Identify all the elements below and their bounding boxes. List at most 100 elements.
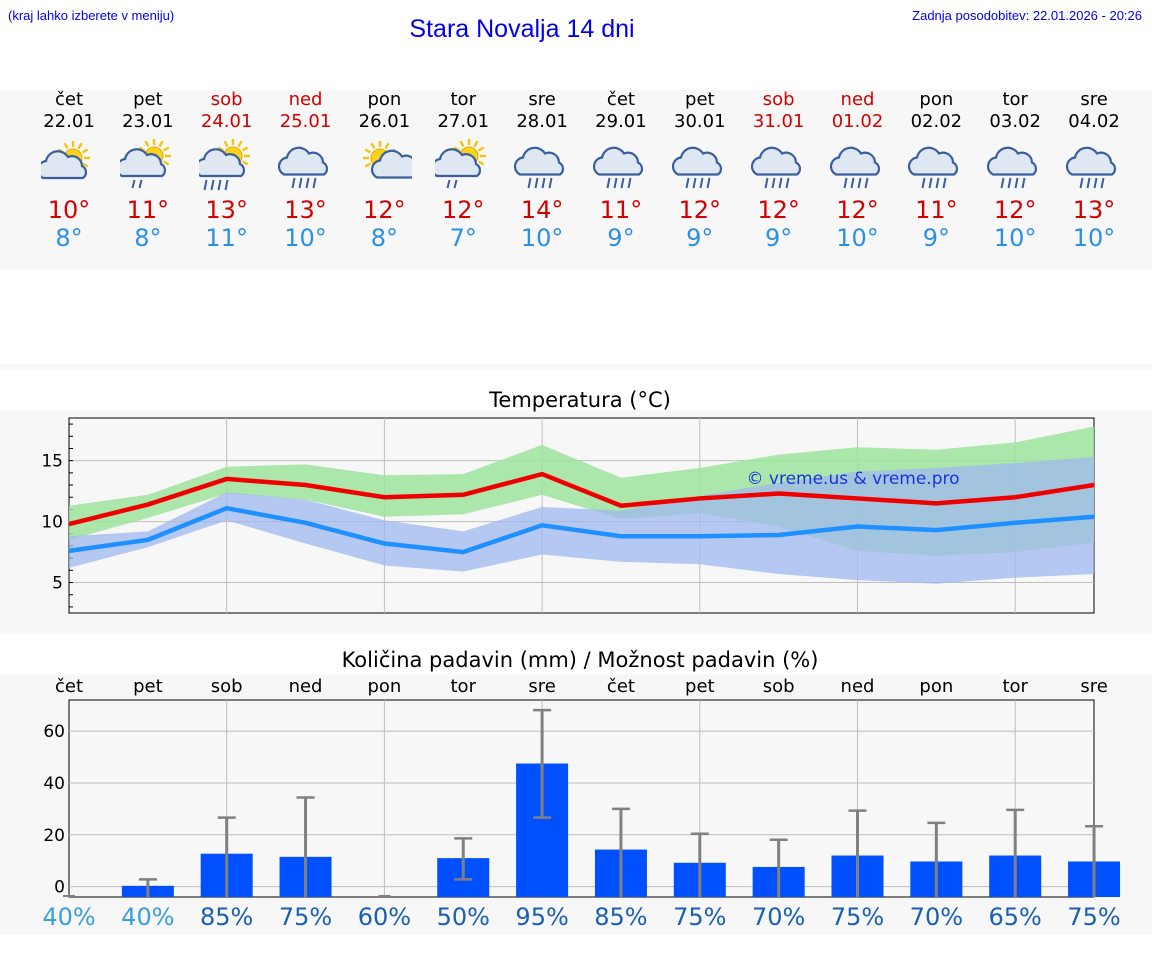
day-name: čet (606, 89, 635, 110)
precip-probability: 70% (909, 903, 964, 931)
rain-cloud-icon (908, 146, 959, 189)
day-date: 04.02 (1068, 111, 1120, 132)
min-temp: 10° (1072, 224, 1116, 252)
x-category-label: ned (841, 676, 875, 697)
min-temp-range (69, 457, 1095, 584)
sun-ray (162, 160, 170, 166)
rain-cloud-icon (829, 146, 880, 189)
cloud-body (119, 148, 166, 178)
cloud-shape (671, 146, 722, 176)
rain-drop (1021, 177, 1026, 189)
day-name: sre (528, 89, 556, 110)
rain-drop (203, 179, 208, 191)
x-category-label: sre (528, 676, 555, 697)
rain-drop (217, 179, 222, 191)
min-temp: 8° (370, 224, 399, 252)
precip-probability: 40% (42, 903, 96, 931)
rain-drop (541, 177, 546, 189)
sun-ray (241, 160, 249, 166)
max-temp: 11° (915, 196, 958, 224)
sun-ray (77, 142, 83, 150)
location-hint[interactable]: (kraj lahko izberete v meniju) (8, 8, 175, 23)
temperature-chart: 5 10 15 © vreme.us & vreme.pro (41, 417, 1095, 614)
sun-ray (241, 146, 249, 152)
precip-probability: 75% (1067, 903, 1121, 931)
weather-icon (363, 141, 413, 179)
rain-drop (446, 179, 451, 189)
max-temp: 12° (363, 196, 406, 224)
cloud-shape (829, 146, 880, 176)
day-date: 30.01 (674, 111, 726, 132)
day-date: 24.01 (200, 111, 253, 132)
x-category-label: tor (1002, 676, 1028, 697)
precip-probability: 50% (436, 903, 490, 931)
y-tick-label: 15 (41, 452, 63, 472)
cloud-body (514, 146, 565, 176)
day-name: pon (367, 89, 402, 110)
day-date: 01.02 (831, 111, 884, 132)
cloud-body (671, 146, 722, 176)
x-category-label: pet (685, 676, 715, 697)
rain-drop (1093, 177, 1098, 189)
day-name: sre (1080, 89, 1108, 110)
rain-drop (1079, 177, 1084, 189)
cloud-body (277, 146, 328, 176)
rain-cloud-icon (671, 146, 722, 189)
precipitation-chart: 0 20 40 60 čet pet sob ned pon tor sre čet pet sob ned… (43, 676, 1121, 898)
day-date: 31.01 (752, 111, 805, 132)
y-tick-label: 60 (43, 722, 65, 742)
day-name: tor (1002, 89, 1028, 110)
rain-drop (843, 177, 847, 189)
min-temp: 11° (205, 224, 248, 252)
rain-drop (534, 177, 539, 189)
rain-cloud-icon (514, 146, 565, 189)
x-category-label: tor (451, 676, 477, 697)
min-temp: 10° (284, 224, 327, 252)
rain-drop (1086, 177, 1091, 189)
cloud-shape (1066, 146, 1117, 176)
rain-drop (224, 179, 229, 191)
cloud-shape (119, 148, 166, 178)
rain-drop (921, 177, 926, 189)
sun-ray (473, 140, 479, 148)
cloud-shape (371, 149, 413, 179)
sun-cloud-rain-icon (198, 139, 250, 191)
min-temp: 8° (134, 224, 162, 252)
rain-drop (291, 177, 296, 189)
cloud-shape (198, 148, 245, 178)
cloud-shape (908, 146, 959, 176)
rain-drop (764, 177, 769, 189)
rain-drop (131, 179, 136, 189)
precip-probability: 85% (594, 903, 648, 931)
precip-probability: 70% (751, 903, 806, 931)
sun-ray (478, 160, 485, 166)
cloud-body (592, 146, 643, 176)
cloud-shape (514, 146, 565, 176)
max-temp: 14° (520, 196, 564, 224)
rain-cloud-icon (277, 146, 328, 189)
rain-drop (778, 177, 783, 189)
max-temp: 11° (126, 196, 170, 224)
max-temp: 12° (993, 196, 1037, 224)
temperature-chart-title: Temperatura (°C) (489, 388, 671, 412)
day-date: 02.02 (910, 111, 963, 132)
cloud-body (1066, 146, 1117, 176)
min-temp: 7° (449, 224, 477, 252)
rain-drop (864, 177, 868, 189)
precip-probability: 75% (673, 903, 727, 931)
rain-drop (305, 177, 310, 189)
rain-cloud-icon (750, 146, 801, 189)
day-name: ned (840, 89, 875, 110)
weather-icon (41, 141, 90, 180)
day-name: čet (54, 89, 84, 110)
cloud-shape (435, 148, 482, 178)
divider (0, 364, 1152, 370)
day-name: ned (288, 89, 323, 110)
day-name: tor (450, 89, 476, 110)
day-name: pon (919, 89, 954, 110)
sun-ray (81, 148, 89, 154)
rain-drop (935, 177, 940, 189)
y-tick-label: 20 (43, 826, 65, 846)
day-name: pet (685, 89, 715, 110)
weather-icon (435, 139, 487, 189)
